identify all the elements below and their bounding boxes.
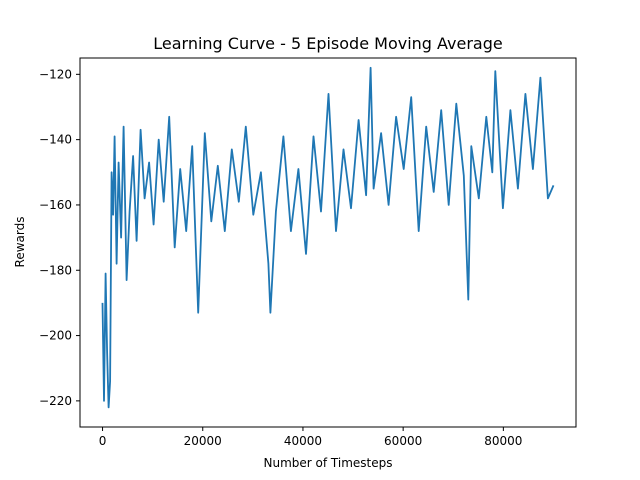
y-tick-label: −200	[39, 329, 72, 343]
y-tick-label: −160	[39, 198, 72, 212]
x-tick-label: 60000	[384, 434, 422, 448]
plot-frame	[79, 57, 577, 428]
x-tick-label: 80000	[484, 434, 522, 448]
series-line-0	[101, 66, 555, 409]
y-tick-label: −180	[39, 263, 72, 277]
y-axis-title: Rewards	[13, 217, 27, 268]
x-tick-label: 0	[99, 434, 107, 448]
y-tick-label: −220	[39, 394, 72, 408]
x-axis-title: Number of Timesteps	[264, 456, 393, 470]
x-tick-label: 20000	[184, 434, 222, 448]
y-axis: −120 −140 −160 −180 −200 −220	[39, 67, 80, 408]
x-axis: 0 20000 40000 60000 80000	[99, 427, 522, 448]
x-tick-label: 40000	[284, 434, 322, 448]
y-tick-label: −140	[39, 133, 72, 147]
plot-area	[101, 66, 555, 409]
y-tick-label: −120	[39, 67, 72, 81]
chart-title: Learning Curve - 5 Episode Moving Averag…	[153, 34, 502, 53]
